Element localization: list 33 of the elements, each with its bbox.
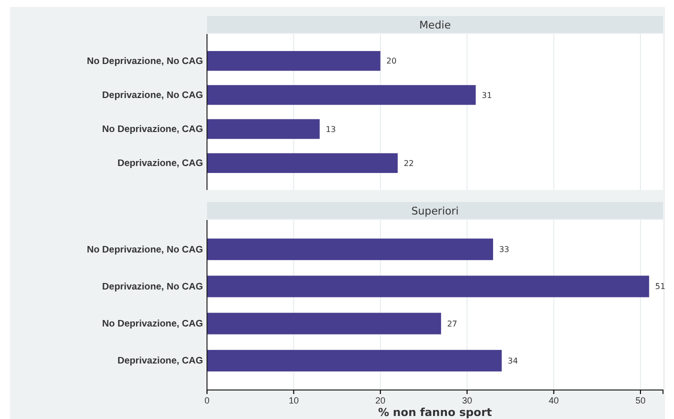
bar — [207, 119, 320, 139]
bar — [207, 350, 502, 372]
data-label: 33 — [499, 245, 510, 254]
bar — [207, 238, 494, 260]
x-tick-label: 40 — [548, 395, 559, 406]
y-tick-label: No Deprivazione, CAG — [102, 124, 203, 136]
data-label: 22 — [404, 158, 414, 168]
data-label: 31 — [482, 90, 492, 100]
data-label: 27 — [447, 319, 458, 328]
data-label: 13 — [326, 124, 336, 134]
x-axis-title: % non fanno sport — [378, 406, 492, 419]
y-tick-label: Deprivazione, No CAG — [102, 281, 203, 292]
data-label: 34 — [508, 356, 518, 366]
bar — [207, 312, 442, 334]
x-tick-label: 50 — [635, 395, 646, 406]
chart-title: Superiori — [411, 206, 459, 218]
y-tick-label: Deprivazione, CAG — [117, 158, 203, 170]
data-label: 20 — [386, 56, 397, 66]
data-label: 51 — [655, 282, 666, 292]
y-tick-label: No Deprivazione, CAG — [102, 318, 203, 330]
y-tick-label: Deprivazione, CAG — [117, 356, 203, 367]
x-tick-label: 20 — [375, 395, 386, 406]
bar — [207, 153, 398, 173]
chart-title: Medie — [419, 20, 451, 32]
x-tick-label: 30 — [462, 395, 472, 406]
bar — [207, 276, 650, 298]
x-tick-label: 10 — [288, 395, 299, 406]
y-tick-label: No Deprivazione, No CAG — [86, 244, 203, 256]
y-tick-label: No Deprivazione, No CAG — [86, 56, 203, 67]
bar — [207, 85, 476, 105]
bar — [207, 51, 380, 71]
x-tick-label: 0 — [204, 395, 210, 406]
y-tick-label: Deprivazione, No CAG — [102, 90, 203, 102]
